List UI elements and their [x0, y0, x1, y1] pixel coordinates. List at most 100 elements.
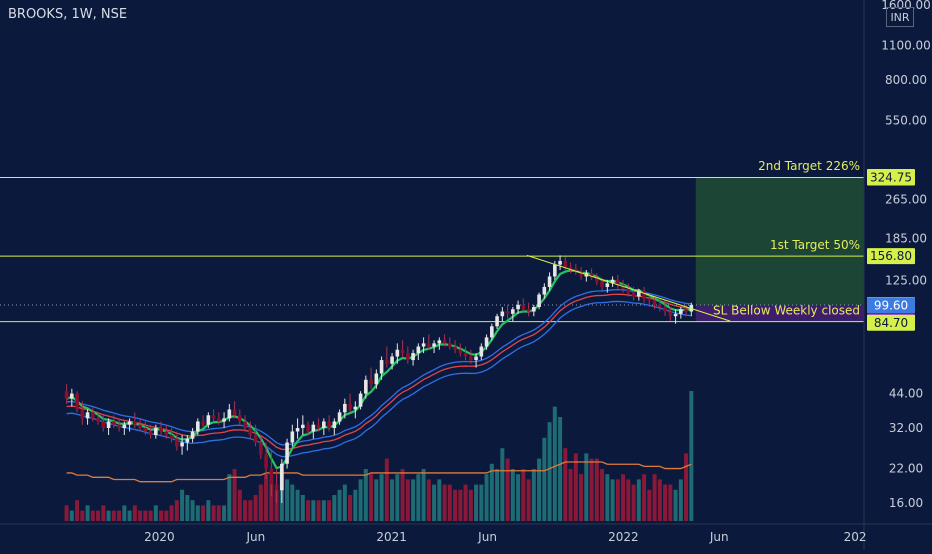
candle-body: [353, 406, 358, 410]
volume-bar: [174, 500, 179, 521]
volume-bar: [463, 484, 468, 521]
candle-body: [511, 309, 515, 314]
candle-body: [421, 343, 426, 347]
candle-body: [164, 431, 169, 436]
candle-body: [364, 379, 368, 394]
volume-bar: [432, 484, 437, 521]
candle-body: [663, 307, 667, 312]
candle-body: [227, 409, 232, 419]
volume-bar: [416, 474, 421, 521]
volume-bar: [636, 479, 641, 521]
y-tick-label: 1100.00: [881, 39, 931, 53]
volume-bar: [138, 510, 143, 521]
volume-bar: [526, 479, 531, 521]
y-tick-label: 44.00: [889, 387, 923, 401]
candle-body: [553, 264, 557, 277]
volume-bar: [542, 437, 547, 521]
volume-bar: [80, 510, 85, 521]
volume-bar: [673, 489, 678, 521]
candle-body: [369, 379, 373, 385]
volume-bar: [169, 505, 174, 521]
candle-body: [542, 286, 547, 295]
volume-bar: [652, 474, 657, 521]
candle-body: [495, 316, 499, 327]
volume-bar: [127, 510, 132, 521]
volume-bar: [510, 469, 515, 521]
volume-bar: [584, 453, 589, 521]
volume-bar: [327, 500, 332, 521]
x-tick-label: 2022: [608, 530, 639, 544]
price-tag-label: 156.80: [870, 249, 912, 263]
candle-body: [196, 421, 200, 432]
volume-bar: [400, 469, 405, 521]
volume-bar: [122, 505, 127, 521]
price-tag-label: 84.70: [874, 316, 908, 330]
volume-bar: [479, 484, 484, 521]
candle-body: [595, 278, 599, 282]
volume-bar: [69, 510, 74, 521]
volume-bar: [85, 505, 90, 521]
y-tick-label: 22.00: [889, 462, 923, 476]
target-zone: [695, 177, 864, 305]
candle-body: [453, 346, 457, 350]
candle-body: [395, 349, 400, 357]
candle-body: [85, 412, 90, 419]
candle-body: [248, 428, 253, 436]
ema-blue2-line: [66, 289, 692, 446]
price-tag-bg: [867, 297, 915, 314]
candle-body: [626, 288, 631, 293]
candle-body: [280, 463, 284, 491]
candle-body: [474, 356, 478, 361]
candle-body: [658, 304, 662, 308]
volume-bar: [579, 474, 584, 521]
candle-body: [211, 415, 216, 419]
candle-body: [432, 343, 436, 347]
candle-body: [605, 283, 610, 287]
candle-body: [290, 431, 295, 443]
symbol-title[interactable]: BROOKS, 1W, NSE: [8, 7, 128, 22]
candle-body: [411, 353, 415, 361]
candle-body: [70, 393, 74, 399]
candle-body: [253, 435, 258, 443]
volume-bar: [190, 500, 195, 521]
candle-body: [264, 454, 268, 469]
candle-body: [337, 412, 342, 422]
candle-body: [684, 309, 688, 312]
candle-body: [185, 438, 190, 443]
x-tick-label: Jun: [477, 530, 497, 544]
volume-bar: [573, 453, 578, 521]
candle-body: [589, 273, 594, 279]
x-tick-label: 2021: [376, 530, 407, 544]
volume-bar: [311, 500, 316, 521]
volume-bar: [647, 489, 652, 521]
volume-bar: [631, 484, 636, 521]
volume-ma-line: [66, 461, 692, 483]
volume-bar: [379, 474, 384, 521]
volume-bar: [384, 458, 389, 521]
y-tick-label: 550.00: [885, 113, 927, 127]
candle-body: [316, 424, 321, 429]
volume-bar: [369, 474, 374, 521]
candle-body: [169, 435, 174, 439]
candle-body: [154, 428, 158, 436]
price-tag-bg: [867, 169, 915, 186]
candle-body: [301, 424, 305, 429]
volume-bar: [390, 479, 395, 521]
volume-bar: [264, 474, 269, 521]
candle-body: [516, 304, 520, 310]
level-label: SL Bellow Weekly closed: [713, 304, 860, 318]
volume-bar: [106, 510, 111, 521]
candle-body: [285, 442, 289, 464]
volume-bar: [642, 474, 647, 521]
candle-body: [532, 307, 536, 312]
volume-bar: [363, 469, 368, 521]
volume-bar: [101, 505, 106, 521]
volume-bar: [678, 479, 683, 521]
ema-fast-line: [66, 269, 692, 470]
volume-bar: [421, 469, 426, 521]
currency-badge[interactable]: INR: [886, 7, 914, 27]
volume-bar: [537, 458, 542, 521]
candle-body: [96, 418, 100, 422]
volume-bar: [90, 510, 95, 521]
